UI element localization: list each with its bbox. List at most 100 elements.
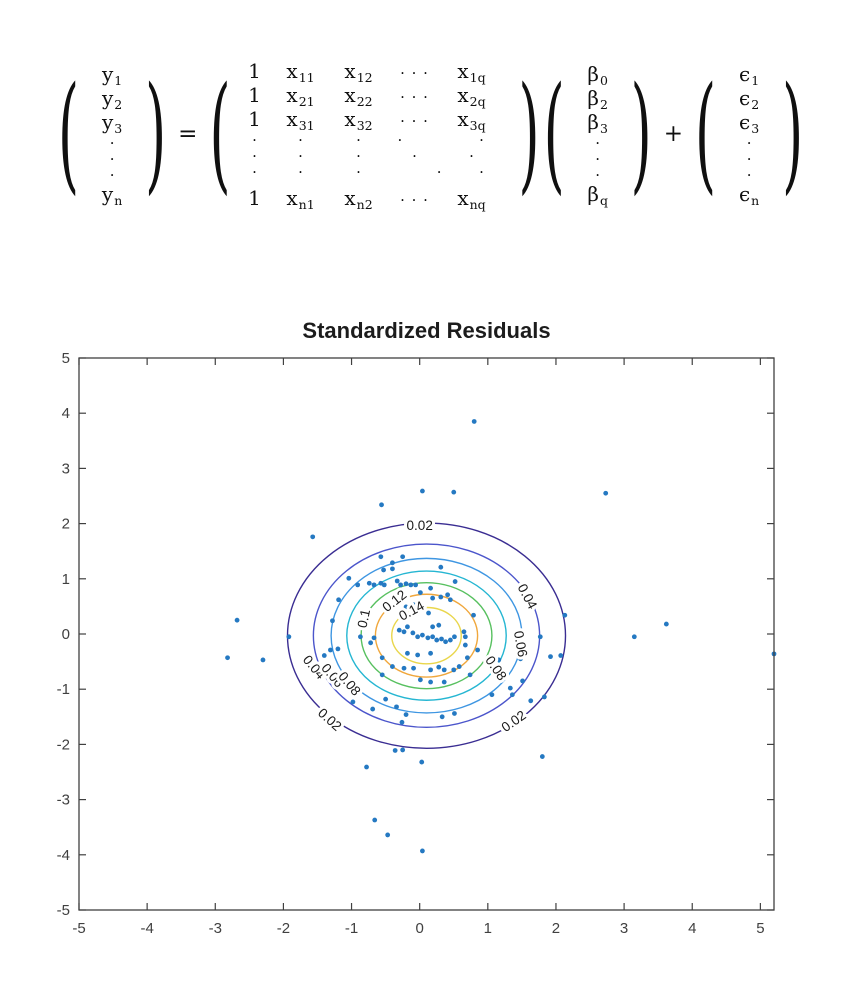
matrix-row: 1 x11 x12 · · · x1q xyxy=(238,58,512,85)
scatter-point xyxy=(420,632,425,638)
scatter-point xyxy=(390,566,395,572)
contour-label: 0.06 xyxy=(511,630,530,658)
matrix-entry: x12 xyxy=(344,58,373,85)
ellipsis-dot: · xyxy=(595,150,601,168)
scatter-point xyxy=(405,624,410,630)
matrix-row: ϵ1 xyxy=(723,62,775,88)
scatter-point xyxy=(471,419,477,424)
contour-label: 0.04 xyxy=(515,581,541,612)
scatter-point xyxy=(445,592,451,598)
matrix-row: 1 x21 x22 · · · x2q xyxy=(238,82,512,109)
scatter-point xyxy=(430,634,436,640)
vertical-dots-row: · xyxy=(572,166,624,184)
vertical-dots-row: · xyxy=(86,166,138,184)
scatter-point xyxy=(370,706,376,712)
scatter-point xyxy=(286,634,292,640)
scatter-point xyxy=(430,595,436,601)
scatter-point xyxy=(428,650,433,656)
ellipsis-dot: · xyxy=(746,166,752,184)
matrix-entry: x3q xyxy=(457,106,486,133)
scatter-point xyxy=(436,664,442,670)
scatter-point xyxy=(368,640,374,646)
scatter-point xyxy=(366,580,372,586)
scatter-point xyxy=(541,694,547,700)
vector-entry: ϵn xyxy=(738,182,760,208)
scatter-point xyxy=(355,582,361,588)
regression-matrix-equation: (y1 y2 y3 · · · yn) =(1 x11 x12 · · · x1q 1 x21 x22 · ·… xyxy=(56,48,805,220)
contour-label-group: 0.02 xyxy=(496,705,532,738)
x-tick-label: 0 xyxy=(416,920,424,937)
scatter-point xyxy=(548,654,553,660)
scatter-point xyxy=(438,594,444,600)
scatter-point xyxy=(379,502,384,508)
scatter-point xyxy=(378,554,384,560)
scatter-point xyxy=(415,652,421,658)
contour-label: 0.02 xyxy=(407,518,433,533)
scatter-point xyxy=(403,712,409,717)
scatter-point xyxy=(507,685,513,691)
contour-label-group: 0.04 xyxy=(512,578,544,615)
y-tick-label: 5 xyxy=(62,350,70,367)
scatter-point xyxy=(364,764,369,770)
matrix-y-vector: (y1 y2 y3 · · · yn) xyxy=(58,48,166,220)
ellipsis-dot: · xyxy=(109,166,115,184)
scatter-point xyxy=(327,671,333,677)
matrix-entry: xn2 xyxy=(344,185,373,212)
matrix-entry: x11 xyxy=(286,58,315,85)
scatter-point xyxy=(447,637,453,643)
scatter-point xyxy=(558,653,564,658)
scatter-point xyxy=(401,629,407,635)
scatter-point xyxy=(475,647,481,653)
scatter-point xyxy=(631,634,637,640)
scatter-point xyxy=(438,564,444,570)
scatter-point xyxy=(439,636,444,642)
scatter-point xyxy=(451,667,457,673)
contour-label-group: 0.06 xyxy=(508,627,533,661)
vector-entry: y3 xyxy=(101,110,123,136)
ellipsis-dots: · xyxy=(298,162,303,181)
ellipsis-dots: · xyxy=(479,162,484,181)
scatter-point xyxy=(464,655,470,661)
scatter-point xyxy=(381,567,386,573)
matrix-beta-vector-body: β0 β2 β3 · · · βq xyxy=(565,62,631,208)
scatter-point xyxy=(419,759,425,765)
x-tick-label: -5 xyxy=(72,920,85,937)
ellipsis-dot: · xyxy=(109,150,115,168)
right-paren: ) xyxy=(145,58,167,207)
matrix-entry: 1 xyxy=(248,106,261,131)
contour-label: 0.1 xyxy=(355,608,374,629)
matrix-entry: x2q xyxy=(457,82,486,109)
scatter-point xyxy=(461,629,467,635)
ellipsis-dots: · xyxy=(252,130,257,149)
scatter-point xyxy=(310,534,316,540)
matrix-entry: x21 xyxy=(286,82,315,109)
x-tick-label: -1 xyxy=(345,920,358,937)
vertical-dots-row: · · · · · xyxy=(238,162,512,181)
left-paren: ( xyxy=(209,58,231,207)
ellipsis-dots: · xyxy=(356,130,361,149)
ellipsis-dots: · xyxy=(356,146,361,165)
scatter-point xyxy=(539,754,545,759)
y-tick-label: -4 xyxy=(57,847,70,864)
ellipsis-dots: · xyxy=(412,146,417,165)
matrix-row: ϵn xyxy=(723,182,775,208)
scatter-point xyxy=(462,642,468,648)
contour-ring-0.1 xyxy=(360,581,493,690)
matrix-epsilon-vector-body: ϵ1 ϵ2 ϵ3 · · · ϵn xyxy=(716,62,782,208)
y-tick-label: -1 xyxy=(57,681,70,698)
scatter-point xyxy=(428,667,433,673)
matrix-beta-vector: (β0 β2 β3 · · · βq) xyxy=(544,48,652,220)
scatter-point xyxy=(330,618,335,624)
matrix-row: β3 xyxy=(572,110,624,136)
scatter-point xyxy=(428,679,433,685)
scatter-point xyxy=(452,579,458,584)
y-tick-label: 1 xyxy=(62,571,70,588)
scatter-point xyxy=(394,704,399,710)
vector-entry: ϵ1 xyxy=(739,62,760,88)
vertical-dots-row: · xyxy=(86,150,138,168)
scatter-point xyxy=(328,647,333,653)
contour-ring-0.14 xyxy=(391,606,462,665)
contour-label-group: 0.1 xyxy=(352,605,377,632)
scatter-point xyxy=(415,610,421,616)
scatter-point xyxy=(321,653,327,658)
